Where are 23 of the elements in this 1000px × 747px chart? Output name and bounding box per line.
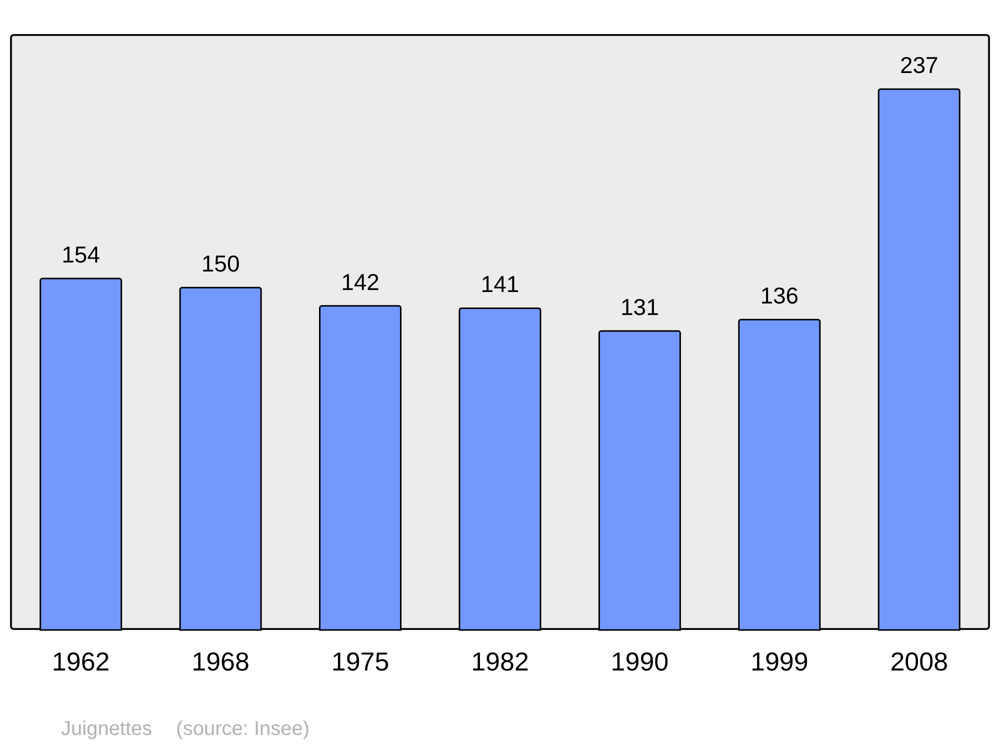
x-tick-label: 2008: [890, 646, 948, 676]
text: Juignettes: [61, 718, 152, 741]
x-tick-label: 1990: [610, 646, 669, 676]
bar: [319, 305, 402, 631]
x-tick-label: 1975: [331, 646, 390, 676]
data-label: 142: [341, 268, 380, 295]
bar: [458, 307, 542, 631]
bar: [179, 286, 262, 631]
x-tick-label: 1962: [52, 646, 110, 676]
bar: [40, 278, 122, 631]
text: (source: Insee): [176, 718, 310, 741]
x-tick-label: 1999: [750, 646, 808, 676]
x-tick-label: 1982: [471, 646, 529, 676]
data-label: 131: [620, 294, 659, 320]
data-label: 150: [201, 250, 240, 277]
data-label: 136: [760, 282, 799, 309]
bar: [738, 318, 821, 631]
data-label: 154: [62, 242, 100, 268]
bar: [598, 330, 681, 631]
bar: [878, 88, 960, 631]
x-tick-label: 1968: [192, 646, 250, 676]
data-label: 141: [480, 271, 520, 298]
data-label: 237: [900, 52, 938, 78]
